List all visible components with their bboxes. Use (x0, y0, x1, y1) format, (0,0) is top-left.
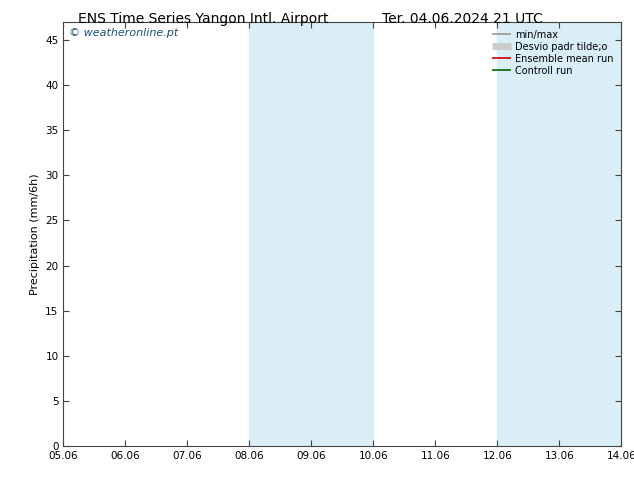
Bar (249, 22, 311, 446)
Text: Ter. 04.06.2024 21 UTC: Ter. 04.06.2024 21 UTC (382, 12, 543, 26)
Y-axis label: Precipitation (mm/6h): Precipitation (mm/6h) (30, 173, 40, 295)
Bar (311, 22, 373, 446)
Bar (497, 22, 559, 446)
Bar (559, 22, 621, 446)
Text: © weatheronline.pt: © weatheronline.pt (69, 28, 178, 38)
Text: ENS Time Series Yangon Intl. Airport: ENS Time Series Yangon Intl. Airport (77, 12, 328, 26)
Legend: min/max, Desvio padr tilde;o, Ensemble mean run, Controll run: min/max, Desvio padr tilde;o, Ensemble m… (489, 27, 616, 78)
